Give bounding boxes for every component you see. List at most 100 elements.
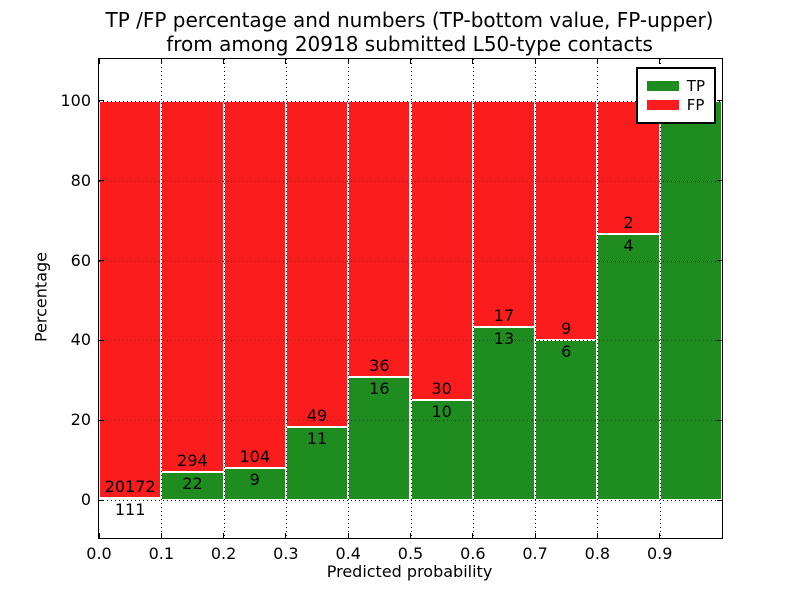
fp-count-label: 17 — [493, 306, 515, 326]
tp-count-label: 10 — [431, 402, 452, 422]
y-tick-label: 80 — [70, 170, 91, 190]
tp-count-label: 11 — [306, 428, 328, 448]
bar-segment-fp — [410, 100, 473, 401]
x-tick-bottom — [534, 533, 536, 538]
y-tick-left — [99, 499, 104, 501]
bar-segment-fp — [285, 100, 349, 427]
x-tick-label: 0.1 — [148, 544, 175, 563]
y-tick-label: 20 — [70, 410, 91, 430]
chart-title-line2: from among 20918 submitted L50-type cont… — [166, 32, 653, 56]
bar-segment-fp — [99, 100, 162, 498]
y-tick-left — [99, 419, 104, 421]
y-tick-right — [717, 100, 722, 102]
y-tick-left — [99, 260, 104, 262]
fp-count-label: 36 — [369, 356, 390, 376]
x-tick-label: 0.3 — [273, 544, 299, 563]
x-tick-label: 0.8 — [584, 544, 611, 563]
fp-count-label: 20172 — [104, 476, 156, 496]
fp-count-label: 9 — [561, 319, 572, 339]
v-gridline — [161, 59, 163, 538]
bar-segment-fp — [535, 100, 598, 341]
fp-count-label: 2 — [623, 212, 634, 232]
x-tick-label: 0.6 — [460, 544, 486, 563]
fp-legend-swatch — [646, 100, 679, 110]
tp-count-label: 22 — [182, 474, 203, 494]
v-gridline — [285, 59, 287, 538]
y-tick-right — [717, 499, 722, 501]
bar-segment-tp — [285, 426, 349, 501]
legend: TP FP — [635, 67, 716, 124]
bar-segment-tp — [223, 468, 286, 501]
x-tick-bottom — [596, 533, 598, 538]
x-tick-label: 0.4 — [335, 544, 361, 563]
x-tick-label: 0.5 — [397, 544, 424, 563]
bar-segment-tp — [659, 100, 722, 501]
x-tick-top — [472, 59, 474, 64]
y-tick-label: 40 — [70, 330, 91, 350]
x-tick-label: 0.0 — [86, 544, 112, 563]
x-tick-bottom — [472, 533, 474, 538]
y-tick-label: 60 — [70, 250, 91, 270]
x-tick-bottom — [98, 533, 100, 538]
tp-count-label: 6 — [561, 342, 572, 362]
x-tick-top — [347, 59, 349, 64]
y-tick-right — [717, 339, 722, 341]
tp-count-label: 111 — [114, 499, 146, 519]
v-gridline — [597, 59, 599, 538]
fp-legend-label: FP — [686, 95, 705, 114]
x-tick-bottom — [410, 533, 411, 538]
v-gridline — [659, 59, 661, 538]
y-axis-label: Percentage — [31, 251, 51, 343]
v-gridline — [348, 59, 350, 538]
tp-count-label: 16 — [369, 379, 390, 399]
tp-count-label: 13 — [493, 329, 515, 349]
legend-item-tp: TP — [646, 76, 705, 95]
y-tick-label: 100 — [60, 90, 91, 110]
x-tick-top — [410, 59, 411, 64]
y-tick-label: 0 — [80, 490, 91, 510]
x-axis-label: Predicted probability — [326, 562, 493, 581]
bar-segment-fp — [161, 100, 224, 473]
y-tick-right — [717, 419, 722, 421]
tp-count-label: 9 — [249, 470, 260, 490]
v-gridline — [535, 59, 537, 538]
y-tick-left — [99, 100, 104, 102]
x-tick-top — [160, 59, 162, 64]
y-tick-right — [717, 260, 722, 262]
y-tick-left — [99, 339, 104, 341]
tp-count-label: 4 — [623, 235, 634, 255]
x-tick-top — [534, 59, 536, 64]
y-tick-left — [99, 180, 104, 182]
fp-count-label: 294 — [177, 451, 208, 471]
x-tick-top — [223, 59, 225, 64]
v-gridline — [410, 59, 412, 538]
bar-segment-tp — [99, 497, 162, 501]
x-tick-top — [285, 59, 287, 64]
v-gridline — [223, 59, 225, 538]
bar-segment-tp — [597, 233, 660, 501]
x-tick-label: 0.7 — [522, 544, 548, 563]
x-tick-top — [98, 59, 100, 64]
chart-title-line1: TP /FP percentage and numbers (TP-bottom… — [105, 8, 714, 32]
tp-legend-swatch — [646, 81, 679, 91]
x-tick-label: 0.9 — [646, 544, 673, 563]
x-tick-bottom — [160, 533, 162, 538]
bar-segment-fp — [472, 100, 536, 328]
v-gridline — [472, 59, 474, 538]
chart-title: TP /FP percentage and numbers (TP-bottom… — [98, 8, 721, 56]
x-tick-top — [659, 59, 661, 64]
x-tick-top — [596, 59, 598, 64]
y-tick-right — [717, 180, 722, 182]
x-tick-bottom — [285, 533, 287, 538]
bar-segment-tp — [348, 377, 411, 501]
tp-legend-label: TP — [686, 76, 705, 95]
plot-area: 201721112942210494911361630101713962403 … — [60, 58, 723, 563]
x-tick-bottom — [223, 533, 225, 538]
x-tick-bottom — [347, 533, 349, 538]
bar-segment-fp — [348, 100, 411, 378]
legend-item-fp: FP — [646, 95, 705, 114]
fp-count-label: 49 — [306, 405, 328, 425]
x-tick-label: 0.2 — [210, 544, 237, 563]
x-tick-bottom — [659, 533, 661, 538]
